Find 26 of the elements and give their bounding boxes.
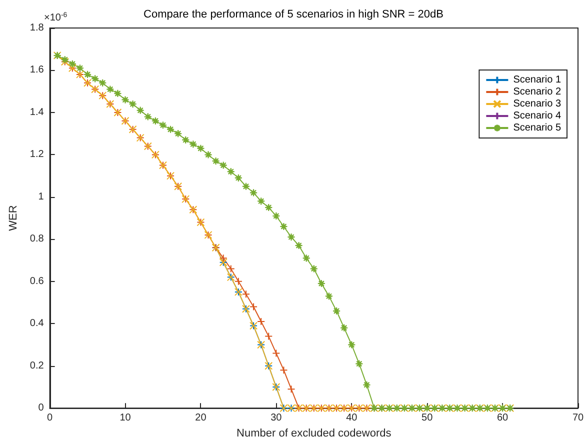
x-tick-label: 10 [120, 412, 132, 424]
y-axis-title: WER [8, 205, 20, 231]
y-tick-label: 0.8 [30, 234, 44, 245]
y-tick-label: 0.2 [30, 360, 44, 372]
x-tick-label: 30 [270, 412, 282, 424]
x-tick-label: 70 [572, 412, 584, 424]
y-tick-label: 0.6 [30, 276, 44, 287]
x-tick-label: 20 [195, 412, 207, 424]
y-tick-label: 0 [38, 402, 44, 414]
x-tick-label: 60 [496, 412, 509, 424]
x-tick-label: 0 [47, 412, 54, 424]
legend-label: Scenario 4 [513, 110, 562, 122]
legend-label: Scenario 5 [513, 122, 562, 134]
y-tick-label: 1 [38, 191, 44, 202]
y-tick-label: 1.4 [30, 106, 44, 118]
x-axis-title: Number of excluded codewords [236, 428, 392, 440]
chart-title: Compare the performance of 5 scenarios in high SNR = 20dB [144, 8, 444, 20]
legend-label: Scenario 3 [513, 98, 562, 110]
legend-label: Scenario 1 [513, 74, 562, 86]
y-tick-label: 1.8 [30, 22, 44, 34]
legend-label: Scenario 2 [513, 86, 562, 98]
x-tick-label: 50 [422, 412, 434, 424]
y-tick-label: 1.6 [30, 64, 44, 76]
x-tick-label: 40 [346, 412, 358, 424]
y-tick-label: 1.2 [30, 149, 44, 160]
y-tick-label: 0.4 [30, 318, 44, 330]
